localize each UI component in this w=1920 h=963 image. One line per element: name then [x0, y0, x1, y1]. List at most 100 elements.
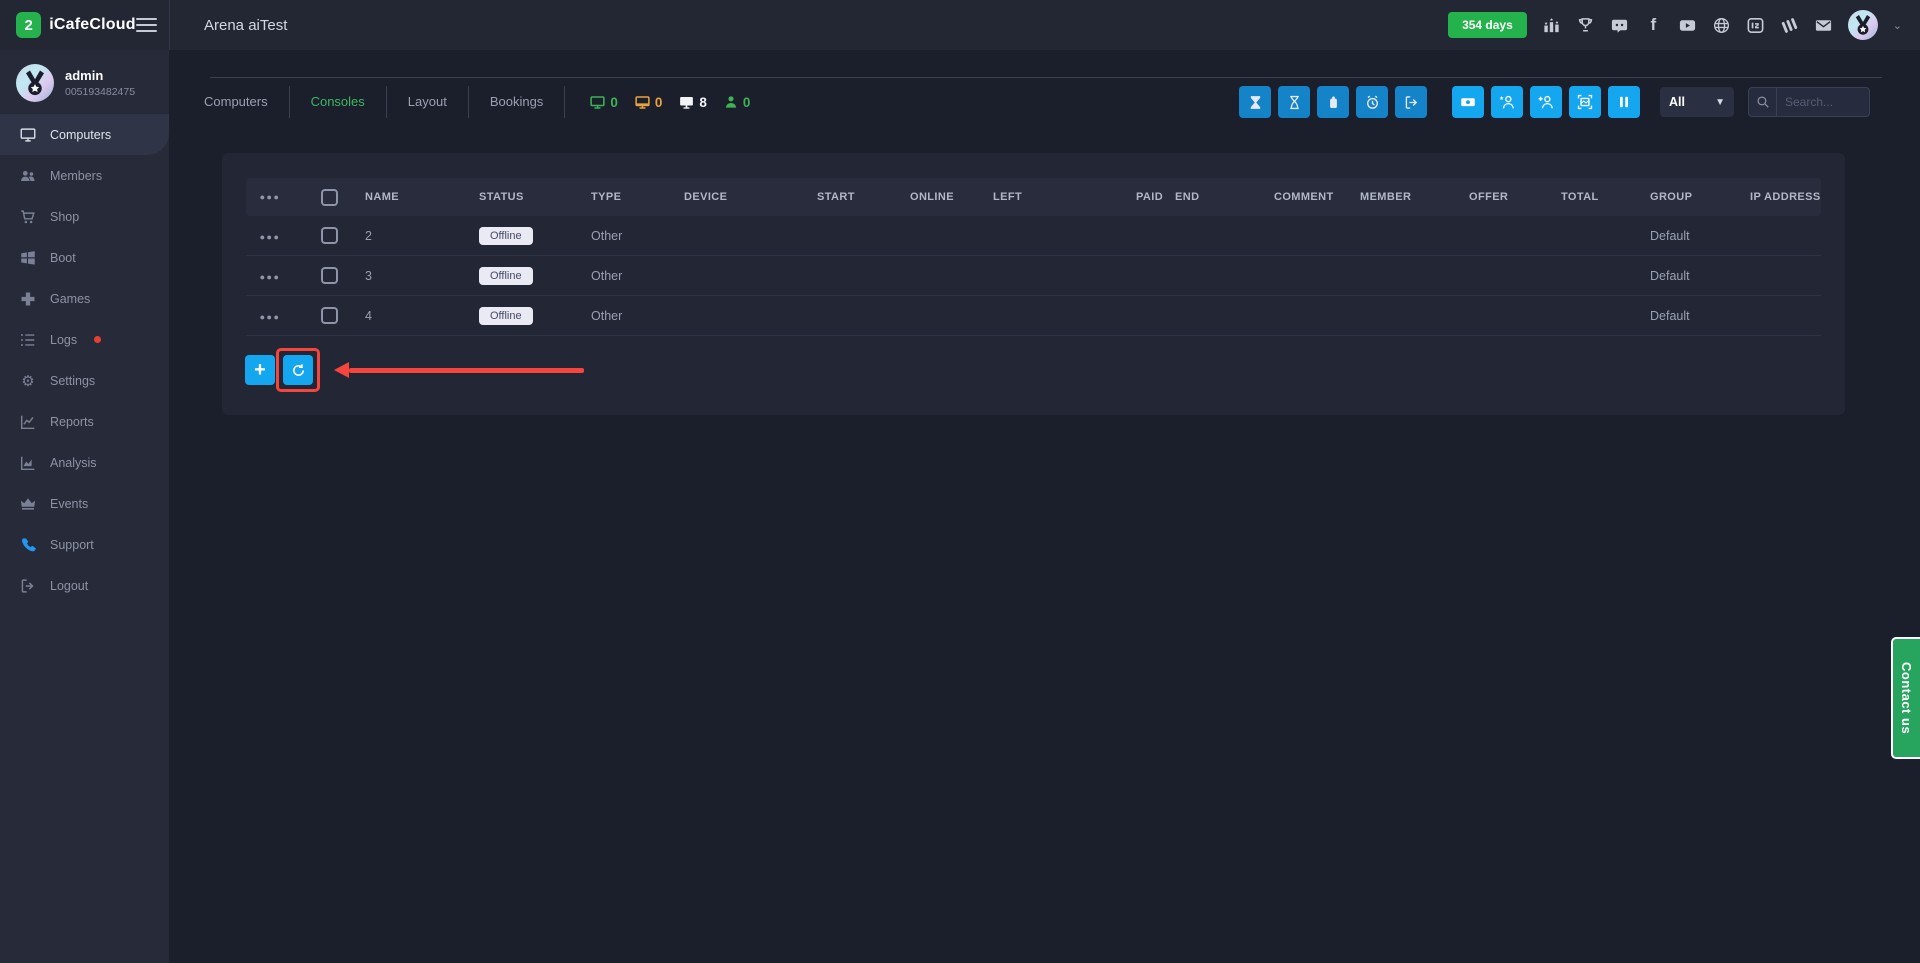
- tab-layout[interactable]: Layout: [387, 86, 469, 118]
- contact-us-tab[interactable]: Contact us: [1891, 637, 1920, 759]
- profile-id: 005193482475: [65, 86, 136, 98]
- sidebar-item-logs[interactable]: Logs: [0, 319, 169, 360]
- member-star-button[interactable]: [1491, 86, 1523, 118]
- counter-members: 0: [723, 94, 750, 110]
- cell-group: Default: [1650, 268, 1690, 283]
- filter-selected-value: All: [1669, 95, 1685, 109]
- row-menu-icon[interactable]: ●●●: [259, 231, 281, 242]
- sidebar-item-label: Support: [50, 537, 94, 552]
- website-icon[interactable]: [1712, 16, 1731, 35]
- row-checkbox[interactable]: [321, 307, 338, 324]
- monitor-green-icon: [589, 94, 606, 111]
- table-row[interactable]: ●●● 4 Offline Other Default: [246, 296, 1821, 336]
- sidebar-item-settings[interactable]: ⚙ Settings: [0, 360, 169, 401]
- pause-button[interactable]: [1608, 86, 1640, 118]
- hourglass-button[interactable]: [1278, 86, 1310, 118]
- sidebar-item-logout[interactable]: Logout: [0, 565, 169, 606]
- controls-row: Computers Consoles Layout Bookings 0 0: [183, 86, 1870, 118]
- logs-alert-dot: [94, 336, 102, 343]
- lock-button[interactable]: [1317, 86, 1349, 118]
- user-avatar[interactable]: [1847, 10, 1878, 40]
- add-console-button[interactable]: +: [245, 355, 275, 385]
- sidebar-item-shop[interactable]: Shop: [0, 196, 169, 237]
- cash-button[interactable]: [1452, 86, 1484, 118]
- tab-consoles[interactable]: Consoles: [290, 86, 387, 118]
- trophy-icon[interactable]: [1576, 16, 1595, 35]
- ranking-icon[interactable]: [1542, 16, 1561, 35]
- cell-group: Default: [1650, 228, 1690, 243]
- header-name: NAME: [365, 191, 399, 203]
- select-all-checkbox[interactable]: [321, 188, 338, 206]
- sidebar-item-label: Logout: [50, 578, 89, 593]
- gear-icon: ⚙: [21, 372, 35, 390]
- screenshot-button[interactable]: [1569, 86, 1601, 118]
- license-days-badge[interactable]: 354 days: [1448, 12, 1527, 38]
- table-row[interactable]: ●●● 2 Offline Other Default: [246, 216, 1821, 256]
- header-type: TYPE: [591, 191, 622, 203]
- row-checkbox[interactable]: [321, 267, 338, 284]
- cell-name: 2: [365, 228, 372, 243]
- cell-name: 3: [365, 268, 372, 283]
- header-comment: COMMENT: [1274, 191, 1334, 203]
- column-menu-icon[interactable]: ●●●: [259, 192, 281, 202]
- hamburger-menu-icon[interactable]: [135, 14, 157, 36]
- sidebar-item-members[interactable]: Members: [0, 155, 169, 196]
- sidebar-item-label: Boot: [50, 250, 76, 265]
- header-total: TOTAL: [1561, 191, 1599, 203]
- search-input[interactable]: [1777, 95, 1865, 109]
- topbar-divider: [169, 0, 170, 50]
- header-member: MEMBER: [1360, 191, 1412, 203]
- sidebar-item-support[interactable]: Support: [0, 524, 169, 565]
- sidebar-item-events[interactable]: Events: [0, 483, 169, 524]
- layers-icon[interactable]: [1780, 16, 1799, 35]
- hourglass-filled-button[interactable]: [1239, 86, 1271, 118]
- counter-value: 0: [610, 94, 618, 110]
- sidebar-item-computers[interactable]: Computers: [0, 114, 169, 155]
- member-add-button[interactable]: [1530, 86, 1562, 118]
- windows-icon: [19, 249, 37, 267]
- monitor-icon: [19, 126, 37, 144]
- table-row[interactable]: ●●● 3 Offline Other Default: [246, 256, 1821, 296]
- profile-name: admin: [65, 68, 104, 83]
- search-box[interactable]: [1748, 87, 1870, 117]
- mail-icon[interactable]: [1814, 16, 1833, 35]
- logout-icon: [19, 577, 37, 595]
- sidebar-item-label: Analysis: [50, 455, 97, 470]
- arrow-head: [334, 362, 349, 378]
- discord-icon[interactable]: [1610, 16, 1629, 35]
- header-paid: PAID: [1136, 191, 1164, 203]
- icafecloud-logo-icon: 2: [16, 12, 42, 38]
- row-menu-icon[interactable]: ●●●: [259, 311, 281, 322]
- counter-online: 0: [589, 94, 618, 111]
- monitor-yellow-icon: [634, 94, 651, 111]
- facebook-icon[interactable]: f: [1650, 15, 1657, 34]
- tab-computers[interactable]: Computers: [183, 86, 290, 118]
- counter-value: 0: [654, 94, 663, 110]
- youtube-icon[interactable]: [1678, 16, 1697, 35]
- row-menu-icon[interactable]: ●●●: [259, 271, 281, 282]
- sidebar-item-reports[interactable]: Reports: [0, 401, 169, 442]
- icafecloud-icon[interactable]: [1746, 16, 1765, 35]
- page-title: Arena aiTest: [204, 16, 288, 34]
- group-filter-dropdown[interactable]: All ▼: [1660, 87, 1734, 117]
- tab-bookings[interactable]: Bookings: [469, 86, 566, 118]
- area-chart-icon: [19, 454, 37, 472]
- refresh-button[interactable]: [283, 355, 313, 385]
- header-offer: OFFER: [1469, 191, 1509, 203]
- topbar-right: 354 days f: [1448, 10, 1920, 40]
- arrow-shaft: [349, 367, 584, 373]
- profile-avatar: [16, 64, 54, 102]
- line-chart-icon: [19, 413, 37, 431]
- status-badge: Offline: [479, 226, 533, 245]
- sidebar-item-analysis[interactable]: Analysis: [0, 442, 169, 483]
- sidebar-item-games[interactable]: Games: [0, 278, 169, 319]
- cell-group: Default: [1650, 308, 1690, 323]
- sidebar-item-boot[interactable]: Boot: [0, 237, 169, 278]
- alarm-button[interactable]: [1356, 86, 1388, 118]
- cell-type: Other: [591, 268, 623, 283]
- chevron-down-icon[interactable]: ⌄: [1892, 19, 1902, 32]
- sign-out-button[interactable]: [1395, 86, 1427, 118]
- sidebar-profile[interactable]: admin 005193482475: [0, 50, 169, 114]
- list-icon: [19, 331, 37, 349]
- row-checkbox[interactable]: [321, 227, 338, 244]
